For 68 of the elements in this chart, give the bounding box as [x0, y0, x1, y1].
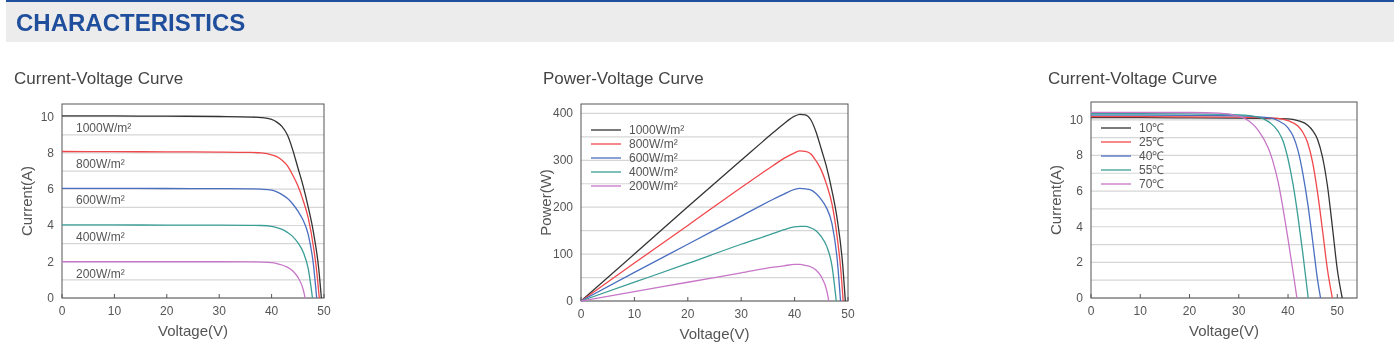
line-series — [580, 225, 837, 302]
y-tick-label: 200 — [552, 200, 574, 215]
x-tick-label: 30 — [734, 307, 749, 321]
x-tick-label: 50 — [841, 307, 855, 321]
text: CHARACTERISTICS — [16, 9, 246, 36]
series-label: 600W/m² — [76, 193, 125, 208]
legend-label: 55℃ — [1139, 163, 1165, 177]
legend-label: 1000W/m² — [629, 123, 685, 137]
x-axis-title: Voltage(V) — [1188, 322, 1260, 339]
y-axis-title: Current(A) — [1047, 164, 1064, 236]
chart-title: Power-Voltage Curve — [543, 69, 704, 88]
y-tick-label: 4 — [1076, 219, 1084, 234]
y-tick-label: 4 — [47, 218, 55, 233]
legend-label: 600W/m² — [629, 151, 678, 165]
y-tick-label: 100 — [552, 247, 574, 262]
legend-label: 40℃ — [1139, 149, 1165, 163]
x-axis-title: Voltage(V) — [157, 322, 229, 339]
y-tick-label: 10 — [40, 109, 55, 124]
x-tick-label: 0 — [58, 304, 66, 318]
y-tick-label: 10 — [1069, 112, 1084, 127]
y-tick-label: 0 — [47, 291, 55, 305]
y-tick-label: 400 — [552, 106, 574, 121]
x-tick-label: 10 — [627, 307, 642, 321]
x-tick-label: 10 — [107, 304, 122, 318]
x-tick-label: 0 — [577, 307, 585, 321]
legend-label: 200W/m² — [629, 179, 678, 193]
y-tick-label: 2 — [1076, 255, 1084, 270]
x-tick-label: 40 — [264, 304, 279, 318]
x-axis-title: Voltage(V) — [679, 325, 750, 342]
y-tick-label: 0 — [566, 294, 574, 308]
x-tick-label: 20 — [160, 304, 174, 318]
x-tick-label: 50 — [1330, 304, 1345, 318]
x-tick-label: 40 — [1281, 304, 1296, 318]
series-label: 1000W/m² — [76, 120, 132, 135]
legend-label: 800W/m² — [629, 137, 678, 151]
x-tick-label: 20 — [1182, 304, 1197, 318]
x-tick-label: 10 — [1133, 304, 1148, 318]
y-axis-title: Power(W) — [537, 169, 554, 236]
chart-title: Current-Voltage Curve — [14, 69, 184, 88]
line-series — [580, 150, 844, 302]
y-tick-label: 6 — [1076, 184, 1084, 199]
x-tick-label: 30 — [1232, 304, 1246, 318]
x-tick-label: 50 — [317, 304, 331, 318]
y-tick-label: 8 — [47, 145, 55, 160]
series-label: 800W/m² — [76, 156, 125, 171]
line-series — [61, 150, 320, 299]
x-tick-label: 40 — [787, 307, 802, 321]
line-series — [580, 263, 830, 302]
y-axis-title: Current(A) — [18, 165, 35, 237]
legend-label: 10℃ — [1139, 121, 1165, 135]
y-tick-label: 0 — [1076, 291, 1084, 305]
chart-title: Current-Voltage Curve — [1048, 69, 1218, 88]
y-tick-label: 8 — [1076, 148, 1084, 163]
legend-label: 25℃ — [1139, 135, 1165, 149]
legend-label: 70℃ — [1139, 177, 1165, 191]
y-tick-label: 2 — [47, 254, 55, 269]
x-tick-label: 30 — [212, 304, 227, 318]
x-tick-label: 0 — [1087, 304, 1095, 318]
legend-label: 400W/m² — [629, 165, 678, 179]
line-series — [61, 261, 306, 299]
line-series — [61, 224, 314, 299]
y-tick-label: 6 — [47, 182, 55, 197]
series-label: 200W/m² — [76, 266, 125, 281]
y-tick-label: 300 — [552, 153, 574, 168]
x-tick-label: 20 — [681, 307, 695, 321]
series-label: 400W/m² — [76, 229, 125, 244]
line-series — [61, 187, 318, 299]
line-series — [61, 115, 323, 299]
